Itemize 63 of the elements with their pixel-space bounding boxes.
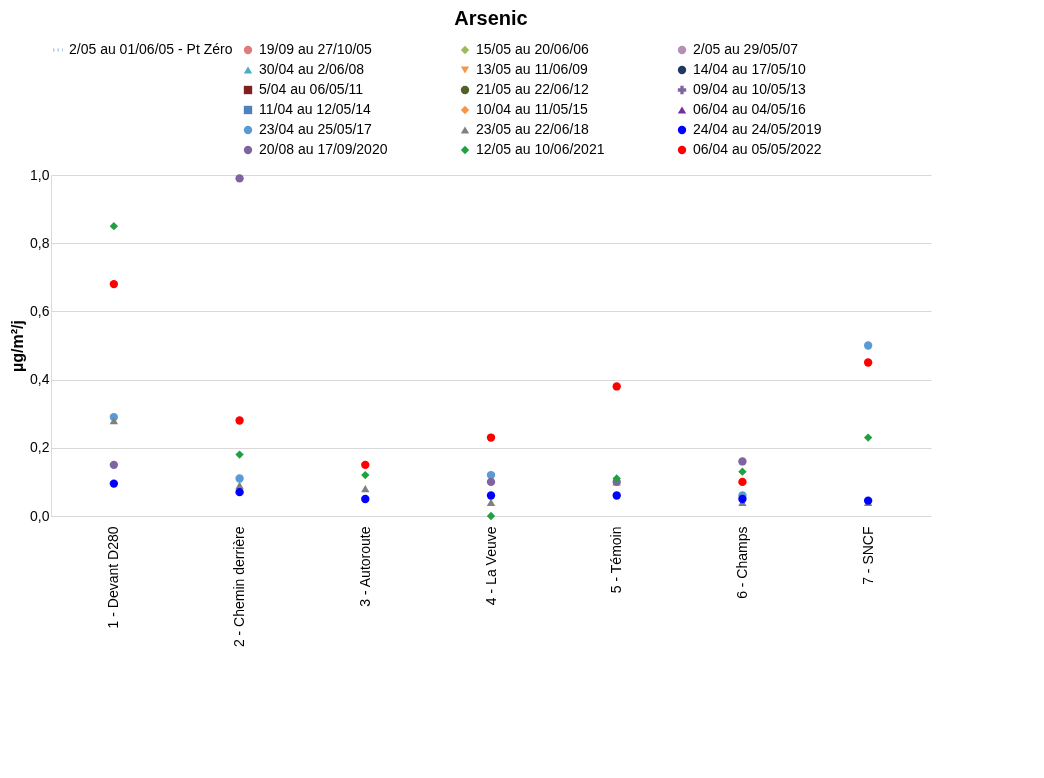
point <box>738 477 747 487</box>
point <box>612 491 621 500</box>
legend-label: 09/04 au 10/05/13 <box>693 81 807 97</box>
point <box>738 494 747 504</box>
legend-label: 30/04 au 2/06/08 <box>259 61 365 77</box>
x-tick-label: 3 - Autoroute <box>356 526 373 607</box>
point <box>486 477 496 487</box>
y-tick-label: 0,2 <box>30 439 50 456</box>
legend-label: 19/09 au 27/10/05 <box>259 41 373 57</box>
legend-label: 2/05 au 01/06/05 - Pt Zéro <box>69 41 233 57</box>
legend-label: 06/04 au 05/05/2022 <box>693 141 822 157</box>
point <box>361 485 370 493</box>
point <box>109 460 119 470</box>
legend-label: 5/04 au 06/05/11 <box>259 81 364 97</box>
point <box>486 511 496 521</box>
point <box>612 474 621 483</box>
point <box>863 341 873 350</box>
y-tick-label: 0,4 <box>30 371 50 388</box>
legend-label: 12/05 au 10/06/2021 <box>476 141 605 157</box>
y-tick-label: 0,6 <box>30 302 50 319</box>
x-tick-label: 1 - Devant D280 <box>105 526 122 629</box>
point <box>361 470 370 480</box>
chart-title: Arsenic <box>454 7 528 29</box>
point <box>109 221 119 231</box>
point <box>361 494 370 504</box>
legend-label: 23/05 au 22/06/18 <box>476 121 590 137</box>
legend-label: 21/05 au 22/06/12 <box>476 81 590 97</box>
point <box>612 382 621 391</box>
point <box>109 479 119 488</box>
point <box>486 433 496 442</box>
point <box>235 487 244 497</box>
x-tick-label: 6 - Champs <box>733 526 750 599</box>
point <box>235 450 244 459</box>
legend-label: 20/08 au 17/09/2020 <box>259 141 388 157</box>
legend-label: 2/05 au 29/05/07 <box>693 41 799 57</box>
legend-label: 11/04 au 12/05/14 <box>259 101 372 117</box>
point <box>863 358 873 367</box>
point <box>738 457 747 466</box>
point <box>486 498 496 506</box>
point <box>361 460 370 470</box>
point <box>486 491 496 500</box>
x-tick-label: 5 - Témoin <box>608 526 625 594</box>
x-tick-label: 7 - SNCF <box>859 526 876 585</box>
y-tick-label: 1,0 <box>30 166 50 183</box>
y-tick-label: 0,0 <box>30 507 50 524</box>
legend-label: 14/04 au 17/05/10 <box>693 61 807 77</box>
x-tick-label: 4 - La Veuve <box>482 526 499 606</box>
point <box>863 433 873 442</box>
point <box>738 467 747 476</box>
legend-label: 13/05 au 11/06/09 <box>476 61 589 77</box>
y-tick-label: 0,8 <box>30 234 50 251</box>
point <box>235 474 244 483</box>
y-axis-title: µg/m²/j <box>9 320 27 372</box>
point <box>235 174 244 183</box>
legend-label: 15/05 au 20/06/06 <box>476 41 590 57</box>
point <box>109 279 119 289</box>
x-tick-label: 2 - Chemin derrière <box>231 526 248 648</box>
point <box>235 416 244 425</box>
point <box>109 416 119 425</box>
legend-label: 23/04 au 25/05/17 <box>259 121 373 137</box>
legend-label: 06/04 au 04/05/16 <box>693 101 807 117</box>
legend-label: 10/04 au 11/05/15 <box>476 101 589 117</box>
legend-label: 24/04 au 24/05/2019 <box>693 121 822 137</box>
